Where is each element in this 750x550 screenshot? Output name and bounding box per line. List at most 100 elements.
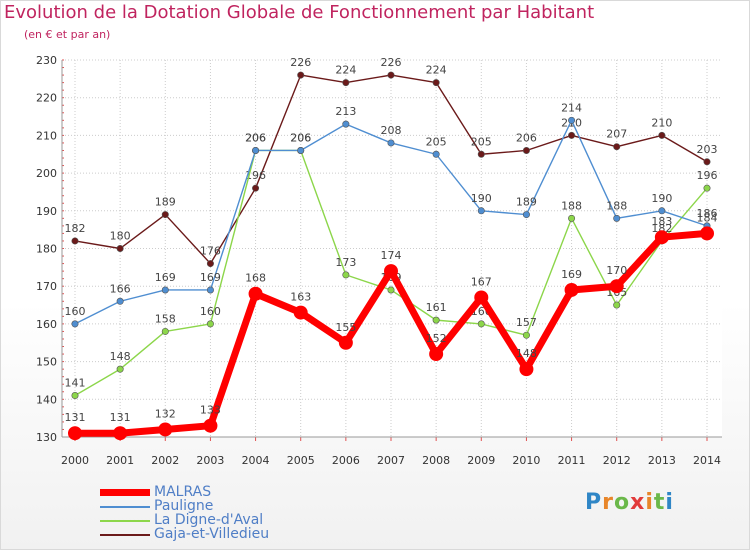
data-label: 170: [606, 264, 627, 277]
data-label: 196: [697, 169, 718, 182]
data-label: 131: [65, 411, 86, 424]
y-tick-label: 160: [36, 318, 57, 331]
data-label: 174: [381, 249, 402, 262]
data-label: 224: [426, 64, 447, 77]
data-point: [703, 184, 711, 192]
y-tick-label: 190: [36, 205, 57, 218]
data-label: 132: [155, 407, 176, 420]
data-point: [161, 211, 169, 219]
data-point: [71, 237, 79, 245]
data-label: 166: [110, 282, 131, 295]
chart-title: Evolution de la Dotation Globale de Fonc…: [4, 2, 595, 23]
x-tick-label: 2014: [693, 454, 721, 467]
data-label: 148: [110, 350, 131, 363]
legend-item: MALRAS: [100, 484, 360, 500]
x-tick-label: 2006: [332, 454, 360, 467]
legend-swatch: [100, 534, 150, 536]
data-point: [161, 286, 169, 294]
data-point: [432, 79, 440, 87]
legend-label: MALRAS: [154, 484, 212, 500]
data-label: 155: [335, 321, 356, 334]
data-point: [477, 320, 485, 328]
data-label: 206: [245, 131, 266, 144]
x-tick-label: 2009: [467, 454, 495, 467]
data-label: 205: [471, 135, 492, 148]
data-point: [252, 184, 260, 192]
legend-label: Gaja-et-Villedieu: [154, 526, 270, 542]
chart-subtitle: (en € et par an): [24, 28, 111, 41]
y-tick-label: 220: [36, 92, 57, 105]
data-point: [297, 146, 305, 154]
x-tick-label: 2003: [196, 454, 224, 467]
data-label: 157: [516, 316, 537, 329]
data-point: [519, 362, 534, 377]
x-tick-label: 2008: [422, 454, 450, 467]
data-label: 168: [245, 272, 266, 285]
data-point: [477, 150, 485, 158]
data-label: 203: [697, 143, 718, 156]
data-label: 160: [65, 305, 86, 318]
data-label: 226: [381, 56, 402, 69]
x-tick-label: 2012: [603, 454, 631, 467]
y-tick-label: 140: [36, 393, 57, 406]
data-point: [116, 245, 124, 253]
chart-legend: MALRAS Pauligne La Digne-d'Aval Gaja-et-Vil…: [100, 484, 360, 542]
data-label: 131: [110, 411, 131, 424]
data-label: 206: [290, 131, 311, 144]
data-point: [387, 286, 395, 294]
data-label: 206: [245, 131, 266, 144]
brand-logo: Proxiti: [585, 490, 674, 515]
data-point: [113, 426, 128, 441]
legend-swatch: [100, 506, 150, 508]
data-point: [116, 297, 124, 305]
data-point: [293, 305, 308, 320]
data-point: [658, 207, 666, 215]
data-label: 160: [200, 305, 221, 318]
data-label: 186: [697, 207, 718, 220]
data-point: [248, 286, 263, 301]
data-point: [206, 260, 214, 268]
legend-label: Pauligne: [154, 498, 214, 514]
x-tick-label: 2005: [287, 454, 315, 467]
data-label: 205: [426, 135, 447, 148]
data-label: 182: [65, 222, 86, 235]
data-label: 163: [290, 291, 311, 304]
data-point: [703, 158, 711, 166]
data-label: 208: [381, 124, 402, 137]
data-point: [338, 335, 353, 350]
data-point: [158, 422, 173, 437]
data-point: [387, 71, 395, 79]
data-point: [252, 146, 260, 154]
data-label: 169: [561, 268, 582, 281]
data-point: [568, 116, 576, 124]
data-label: 167: [471, 276, 492, 289]
data-point: [568, 214, 576, 222]
y-tick-label: 200: [36, 167, 57, 180]
data-point: [71, 392, 79, 400]
data-point: [613, 214, 621, 222]
data-point: [432, 316, 440, 324]
x-tick-label: 2000: [61, 454, 89, 467]
data-point: [522, 211, 530, 219]
data-label: 210: [651, 116, 672, 129]
data-label: 206: [516, 131, 537, 144]
data-label: 213: [335, 105, 356, 118]
data-point: [68, 426, 82, 441]
data-point: [609, 279, 624, 294]
data-point: [206, 320, 214, 328]
x-tick-label: 2004: [242, 454, 270, 467]
x-tick-label: 2007: [377, 454, 405, 467]
data-label: 189: [155, 196, 176, 209]
y-tick-label: 170: [36, 280, 57, 293]
data-label: 141: [65, 377, 86, 390]
data-label: 190: [651, 192, 672, 205]
data-label: 188: [561, 199, 582, 212]
data-point: [522, 331, 530, 339]
legend-label: La Digne-d'Aval: [154, 512, 264, 528]
data-label: 188: [606, 199, 627, 212]
data-label: 207: [606, 128, 627, 141]
data-label: 169: [155, 271, 176, 284]
legend-swatch: [100, 520, 150, 522]
data-label: 152: [426, 332, 447, 345]
